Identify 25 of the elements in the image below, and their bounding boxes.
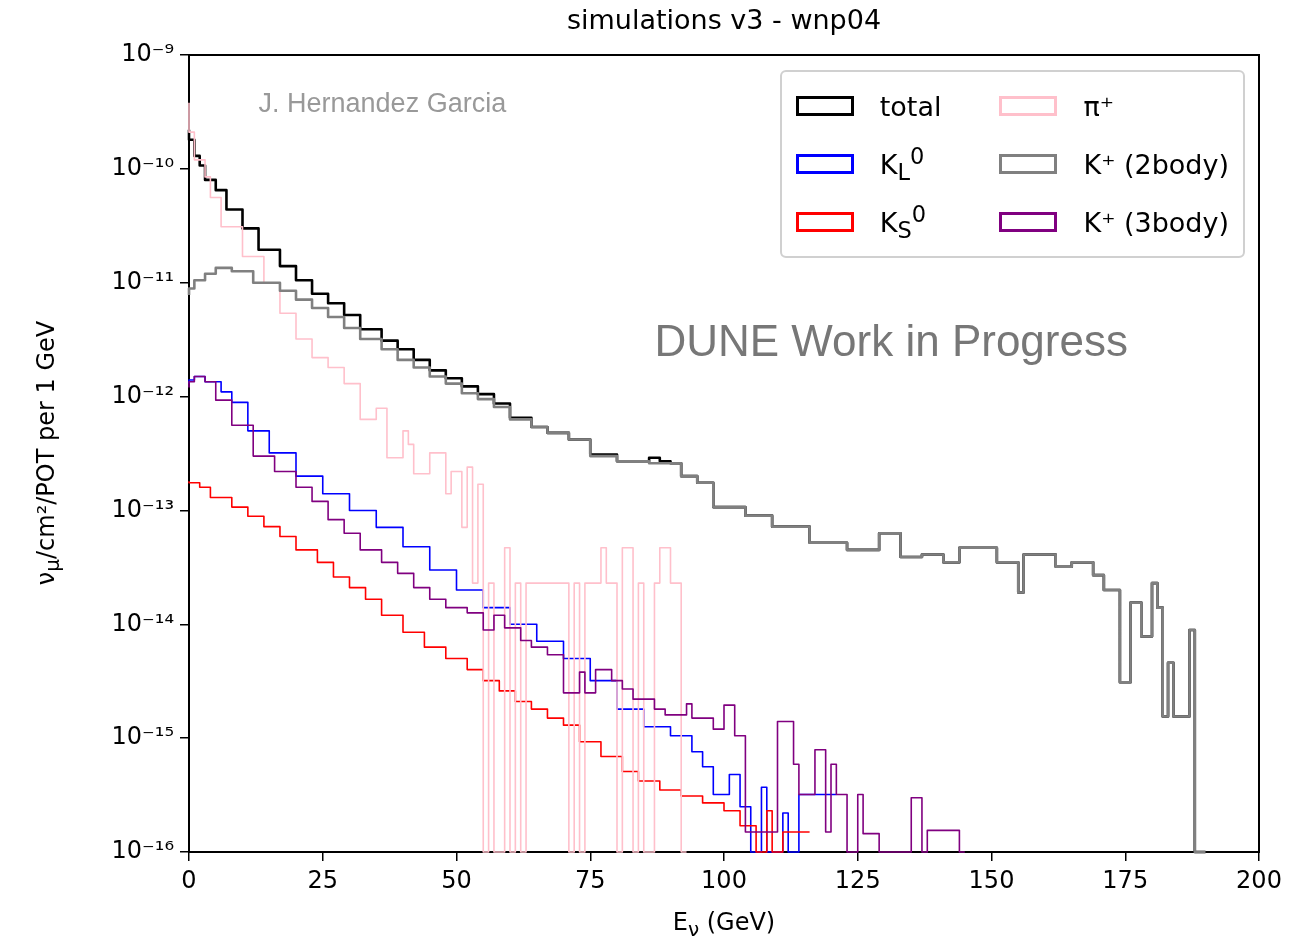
- y-tick-label: 10⁻¹²: [111, 380, 174, 409]
- legend-label: total: [879, 90, 942, 122]
- y-tick-label: 10⁻¹¹: [111, 266, 174, 295]
- y-tick-label: 10⁻⁹: [121, 39, 174, 68]
- chart-title: simulations v3 - wnp04: [565, 4, 883, 35]
- y-tick-label: 10⁻¹⁴: [111, 608, 174, 637]
- x-tick-label: 125: [834, 865, 881, 894]
- annotation: J. Hernandez Garcia: [258, 87, 508, 118]
- x-tick-label: 100: [701, 865, 747, 894]
- x-tick-label: 150: [968, 865, 1015, 894]
- x-tick-label: 175: [1102, 865, 1149, 894]
- legend-label: K⁺ (3body): [1083, 206, 1229, 238]
- annotation: DUNE Work in Progress: [654, 316, 1128, 366]
- x-tick-label: 75: [574, 865, 606, 894]
- legend-label: π⁺: [1083, 90, 1114, 122]
- y-tick-label: 10⁻¹⁵: [111, 722, 174, 751]
- x-axis-title: E$_{ν}$ (GeV): [671, 908, 777, 941]
- legend-label: K⁺ (2body): [1083, 148, 1229, 180]
- y-tick-label: 10⁻¹⁰: [111, 153, 174, 182]
- x-tick-label: 25: [307, 865, 339, 894]
- y-tick-label: 10⁻¹³: [111, 494, 174, 523]
- x-tick-label: 0: [181, 865, 197, 894]
- x-tick-label: 50: [441, 865, 472, 894]
- y-tick-label: 10⁻¹⁶: [111, 836, 174, 865]
- x-tick-label: 200: [1236, 865, 1282, 894]
